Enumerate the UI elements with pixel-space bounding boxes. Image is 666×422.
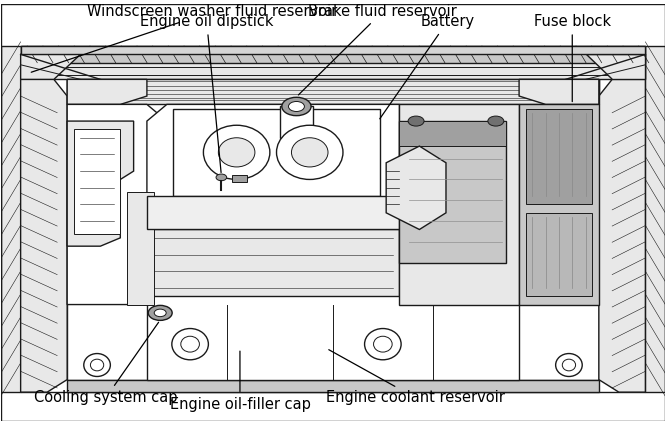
Circle shape xyxy=(488,116,503,126)
Ellipse shape xyxy=(276,125,343,179)
Text: Engine oil dipstick: Engine oil dipstick xyxy=(140,14,274,173)
Text: Engine coolant reservoir: Engine coolant reservoir xyxy=(326,350,505,406)
Ellipse shape xyxy=(292,138,328,167)
Circle shape xyxy=(408,116,424,126)
Polygon shape xyxy=(400,121,505,263)
Bar xyxy=(67,79,599,104)
Polygon shape xyxy=(400,104,519,305)
Polygon shape xyxy=(21,79,67,392)
Polygon shape xyxy=(525,108,592,205)
Bar xyxy=(67,79,599,380)
Text: Engine oil-filler cap: Engine oil-filler cap xyxy=(170,351,310,412)
Ellipse shape xyxy=(203,125,270,179)
Ellipse shape xyxy=(374,336,392,352)
Ellipse shape xyxy=(180,336,199,352)
Bar xyxy=(147,230,400,305)
Polygon shape xyxy=(599,79,645,392)
Bar xyxy=(21,54,645,79)
Polygon shape xyxy=(400,121,505,146)
Polygon shape xyxy=(1,46,21,392)
Polygon shape xyxy=(21,54,81,79)
Polygon shape xyxy=(386,146,446,230)
Ellipse shape xyxy=(555,354,582,376)
Circle shape xyxy=(288,101,304,111)
Polygon shape xyxy=(67,380,599,392)
Polygon shape xyxy=(67,121,134,246)
Polygon shape xyxy=(519,104,599,305)
Polygon shape xyxy=(525,213,592,296)
Text: Battery: Battery xyxy=(380,14,474,119)
Text: Windscreen washer fluid reservoir: Windscreen washer fluid reservoir xyxy=(31,4,338,72)
Circle shape xyxy=(149,306,172,320)
Text: Cooling system cap: Cooling system cap xyxy=(34,322,177,406)
Ellipse shape xyxy=(218,138,255,167)
Circle shape xyxy=(282,97,311,116)
Ellipse shape xyxy=(562,359,575,371)
Ellipse shape xyxy=(91,359,104,371)
Polygon shape xyxy=(67,104,167,305)
Bar xyxy=(21,46,645,392)
Polygon shape xyxy=(74,130,121,234)
Polygon shape xyxy=(645,46,665,392)
Circle shape xyxy=(216,174,226,181)
Polygon shape xyxy=(519,79,599,104)
Ellipse shape xyxy=(84,354,111,376)
Text: Brake fluid reservoir: Brake fluid reservoir xyxy=(298,4,458,95)
Text: Fuse block: Fuse block xyxy=(533,14,611,102)
Polygon shape xyxy=(280,106,313,138)
Polygon shape xyxy=(585,54,645,79)
Bar xyxy=(21,46,645,54)
Polygon shape xyxy=(147,296,519,380)
Ellipse shape xyxy=(364,328,401,360)
Bar xyxy=(21,46,645,63)
Polygon shape xyxy=(127,192,154,305)
Polygon shape xyxy=(67,79,147,104)
Ellipse shape xyxy=(172,328,208,360)
Polygon shape xyxy=(147,196,400,230)
Polygon shape xyxy=(147,104,400,230)
Bar xyxy=(232,175,246,181)
Polygon shape xyxy=(174,108,380,196)
Circle shape xyxy=(155,309,166,316)
